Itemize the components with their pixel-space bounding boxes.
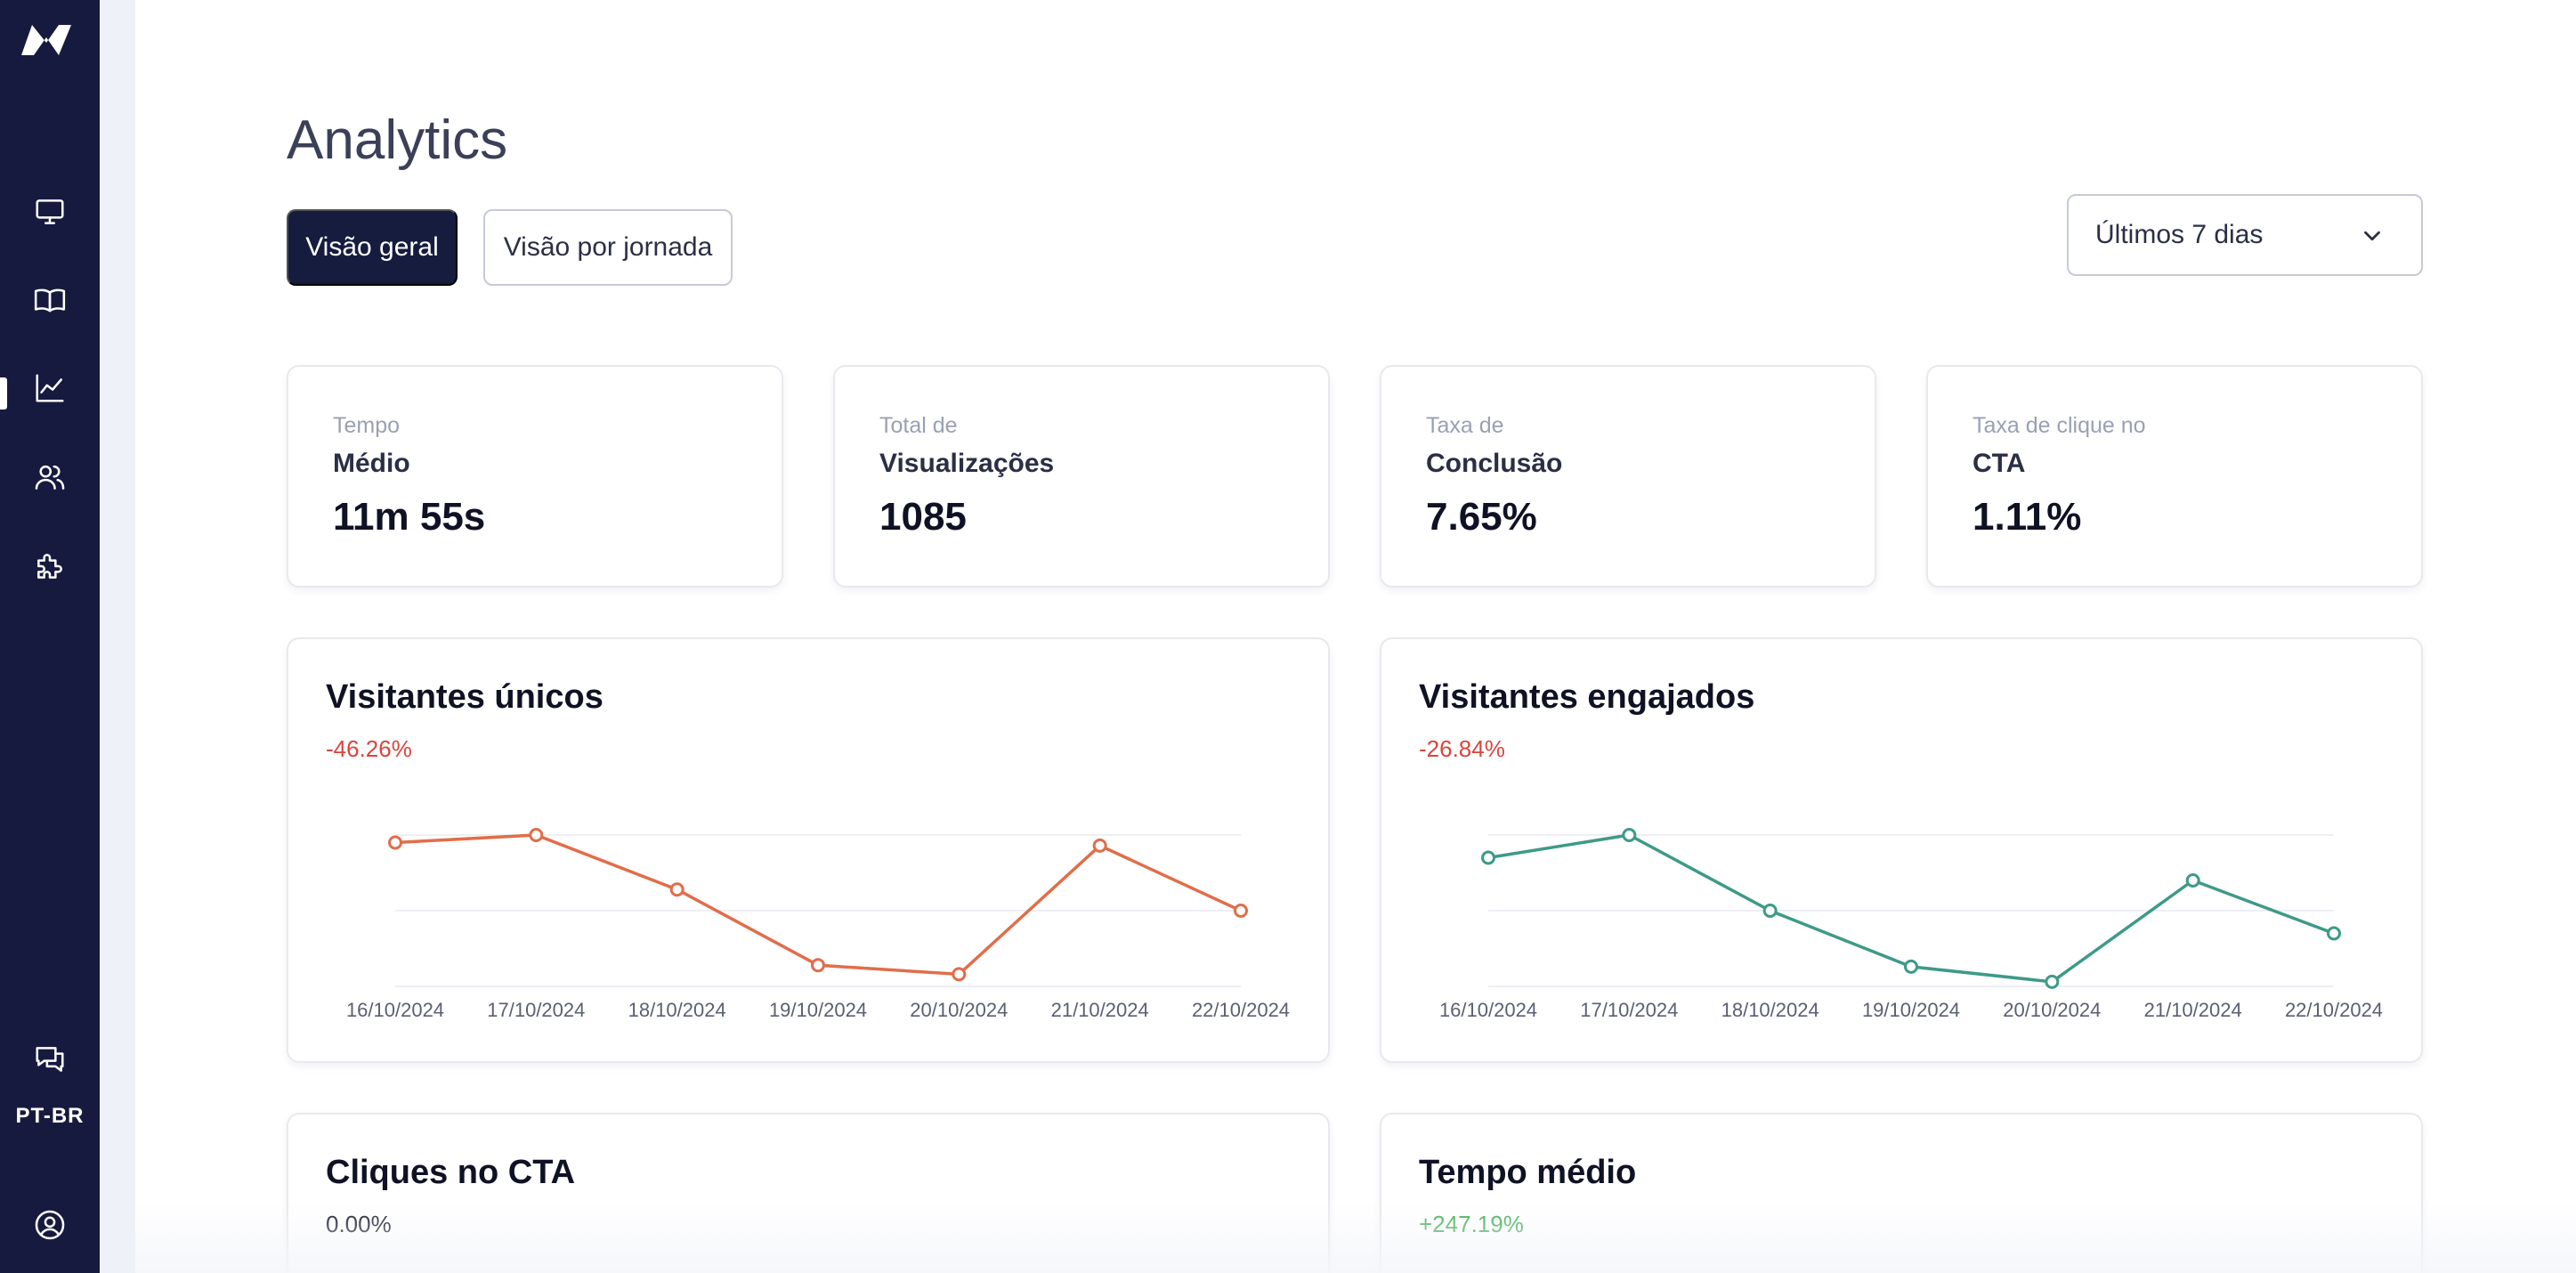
x-tick-label: 20/10/2024 xyxy=(2003,999,2101,1021)
data-point[interactable] xyxy=(1904,959,1918,974)
x-tick-label: 18/10/2024 xyxy=(1721,999,1819,1021)
content-gutter xyxy=(100,0,135,1273)
data-point[interactable] xyxy=(952,967,967,982)
chart-title: Visitantes engajados xyxy=(1419,678,1755,716)
stat-label: Conclusão xyxy=(1426,449,1563,478)
stat-label-prefix: Taxa de clique no xyxy=(1973,413,2146,438)
language-selector[interactable]: PT-BR xyxy=(15,1104,85,1128)
chevron-down-icon xyxy=(2364,231,2380,241)
x-tick-label: 17/10/2024 xyxy=(1580,999,1678,1021)
tab-overview[interactable]: Visão geral xyxy=(287,209,458,286)
stat-label: Médio xyxy=(333,449,410,478)
puzzle-icon xyxy=(37,554,62,579)
x-tick-label: 17/10/2024 xyxy=(487,999,585,1021)
chart-card-avg-time: Tempo médio +247.19% xyxy=(1380,1113,2423,1273)
data-point[interactable] xyxy=(669,882,685,897)
stat-label: CTA xyxy=(1973,449,2026,478)
monitor-icon xyxy=(36,199,64,224)
x-tick-label: 22/10/2024 xyxy=(1192,999,1290,1021)
x-tick-label: 21/10/2024 xyxy=(1051,999,1149,1021)
data-point[interactable] xyxy=(529,828,544,842)
data-point[interactable] xyxy=(1622,828,1637,842)
chart-delta: -46.26% xyxy=(326,735,412,762)
sidebar-item-book[interactable] xyxy=(0,274,100,328)
x-tick-label: 22/10/2024 xyxy=(2285,999,2383,1021)
data-point[interactable] xyxy=(2185,873,2200,888)
series-line xyxy=(394,833,1242,977)
stat-label-prefix: Taxa de xyxy=(1426,413,1504,438)
stat-card-cta-click-rate: Taxa de clique no CTA 1.11% xyxy=(1926,365,2423,588)
x-tick-label: 21/10/2024 xyxy=(2144,999,2242,1021)
x-tick-label: 19/10/2024 xyxy=(769,999,867,1021)
stat-value: 1085 xyxy=(879,495,967,539)
user-circle-icon xyxy=(35,1210,65,1240)
chart-card-cta-clicks: Cliques no CTA 0.00% xyxy=(287,1113,1330,1273)
data-point[interactable] xyxy=(1762,904,1778,918)
chart-title: Visitantes únicos xyxy=(326,678,603,716)
sidebar-item-analytics[interactable] xyxy=(0,361,100,415)
stat-card-avg-time: Tempo Médio 11m 55s xyxy=(287,365,783,588)
sidebar-item-users[interactable] xyxy=(0,450,100,504)
sidebar: PT-BR xyxy=(0,0,100,1273)
data-point[interactable] xyxy=(1092,838,1107,853)
data-point[interactable] xyxy=(2045,974,2060,989)
stat-label: Visualizações xyxy=(879,449,1055,478)
line-chart-engaged-visitors: 16/10/2024 17/10/2024 18/10/2024 19/10/2024… xyxy=(1439,828,2383,1021)
stat-card-total-views: Total de Visualizações 1085 xyxy=(833,365,1330,588)
account-button[interactable] xyxy=(0,1198,100,1252)
chart-delta: 0.00% xyxy=(326,1211,392,1237)
stat-label-prefix: Tempo xyxy=(333,413,401,438)
chart-card-unique-visitors: Visitantes únicos -46.26% 16/10/2024 17/1… xyxy=(287,637,1330,1063)
chart-delta: -26.84% xyxy=(1419,735,1505,762)
chart-card-engaged-visitors: Visitantes engajados -26.84% 16/10/2024 1… xyxy=(1380,637,2423,1063)
chart-title: Cliques no CTA xyxy=(326,1154,576,1191)
chart-title: Tempo médio xyxy=(1419,1154,1637,1191)
data-point[interactable] xyxy=(388,835,402,850)
line-chart-unique-visitors: 16/10/2024 17/10/2024 18/10/2024 19/10/2024… xyxy=(346,828,1290,1021)
page-title: Analytics xyxy=(287,109,508,171)
period-select-value: Últimos 7 dias xyxy=(2095,220,2264,249)
period-select[interactable]: Últimos 7 dias xyxy=(2067,194,2423,276)
x-tick-label: 16/10/2024 xyxy=(1439,999,1537,1021)
stat-label-prefix: Total de xyxy=(879,413,958,438)
chat-icon xyxy=(36,1047,64,1072)
data-point[interactable] xyxy=(811,958,825,973)
stat-value: 7.65% xyxy=(1426,495,1537,539)
users-icon xyxy=(35,465,65,490)
stat-card-completion-rate: Taxa de Conclusão 7.65% xyxy=(1380,365,1876,588)
chart-line-icon xyxy=(36,374,64,402)
x-tick-label: 19/10/2024 xyxy=(1862,999,1960,1021)
data-point[interactable] xyxy=(1234,904,1248,918)
stat-value: 11m 55s xyxy=(333,495,486,539)
x-tick-label: 18/10/2024 xyxy=(628,999,726,1021)
x-tick-label: 20/10/2024 xyxy=(910,999,1008,1021)
data-point[interactable] xyxy=(2327,926,2341,941)
chat-button[interactable] xyxy=(0,1033,100,1086)
sidebar-item-integrations[interactable] xyxy=(0,539,100,593)
stat-value: 1.11% xyxy=(1973,495,2082,539)
logo-icon[interactable] xyxy=(20,20,73,59)
sidebar-item-monitor[interactable] xyxy=(0,185,100,239)
x-tick-label: 16/10/2024 xyxy=(346,999,444,1021)
tab-journey-view[interactable]: Visão por jornada xyxy=(483,209,733,286)
book-icon xyxy=(34,288,66,312)
chart-delta: +247.19% xyxy=(1419,1211,1524,1237)
data-point[interactable] xyxy=(1481,850,1495,865)
